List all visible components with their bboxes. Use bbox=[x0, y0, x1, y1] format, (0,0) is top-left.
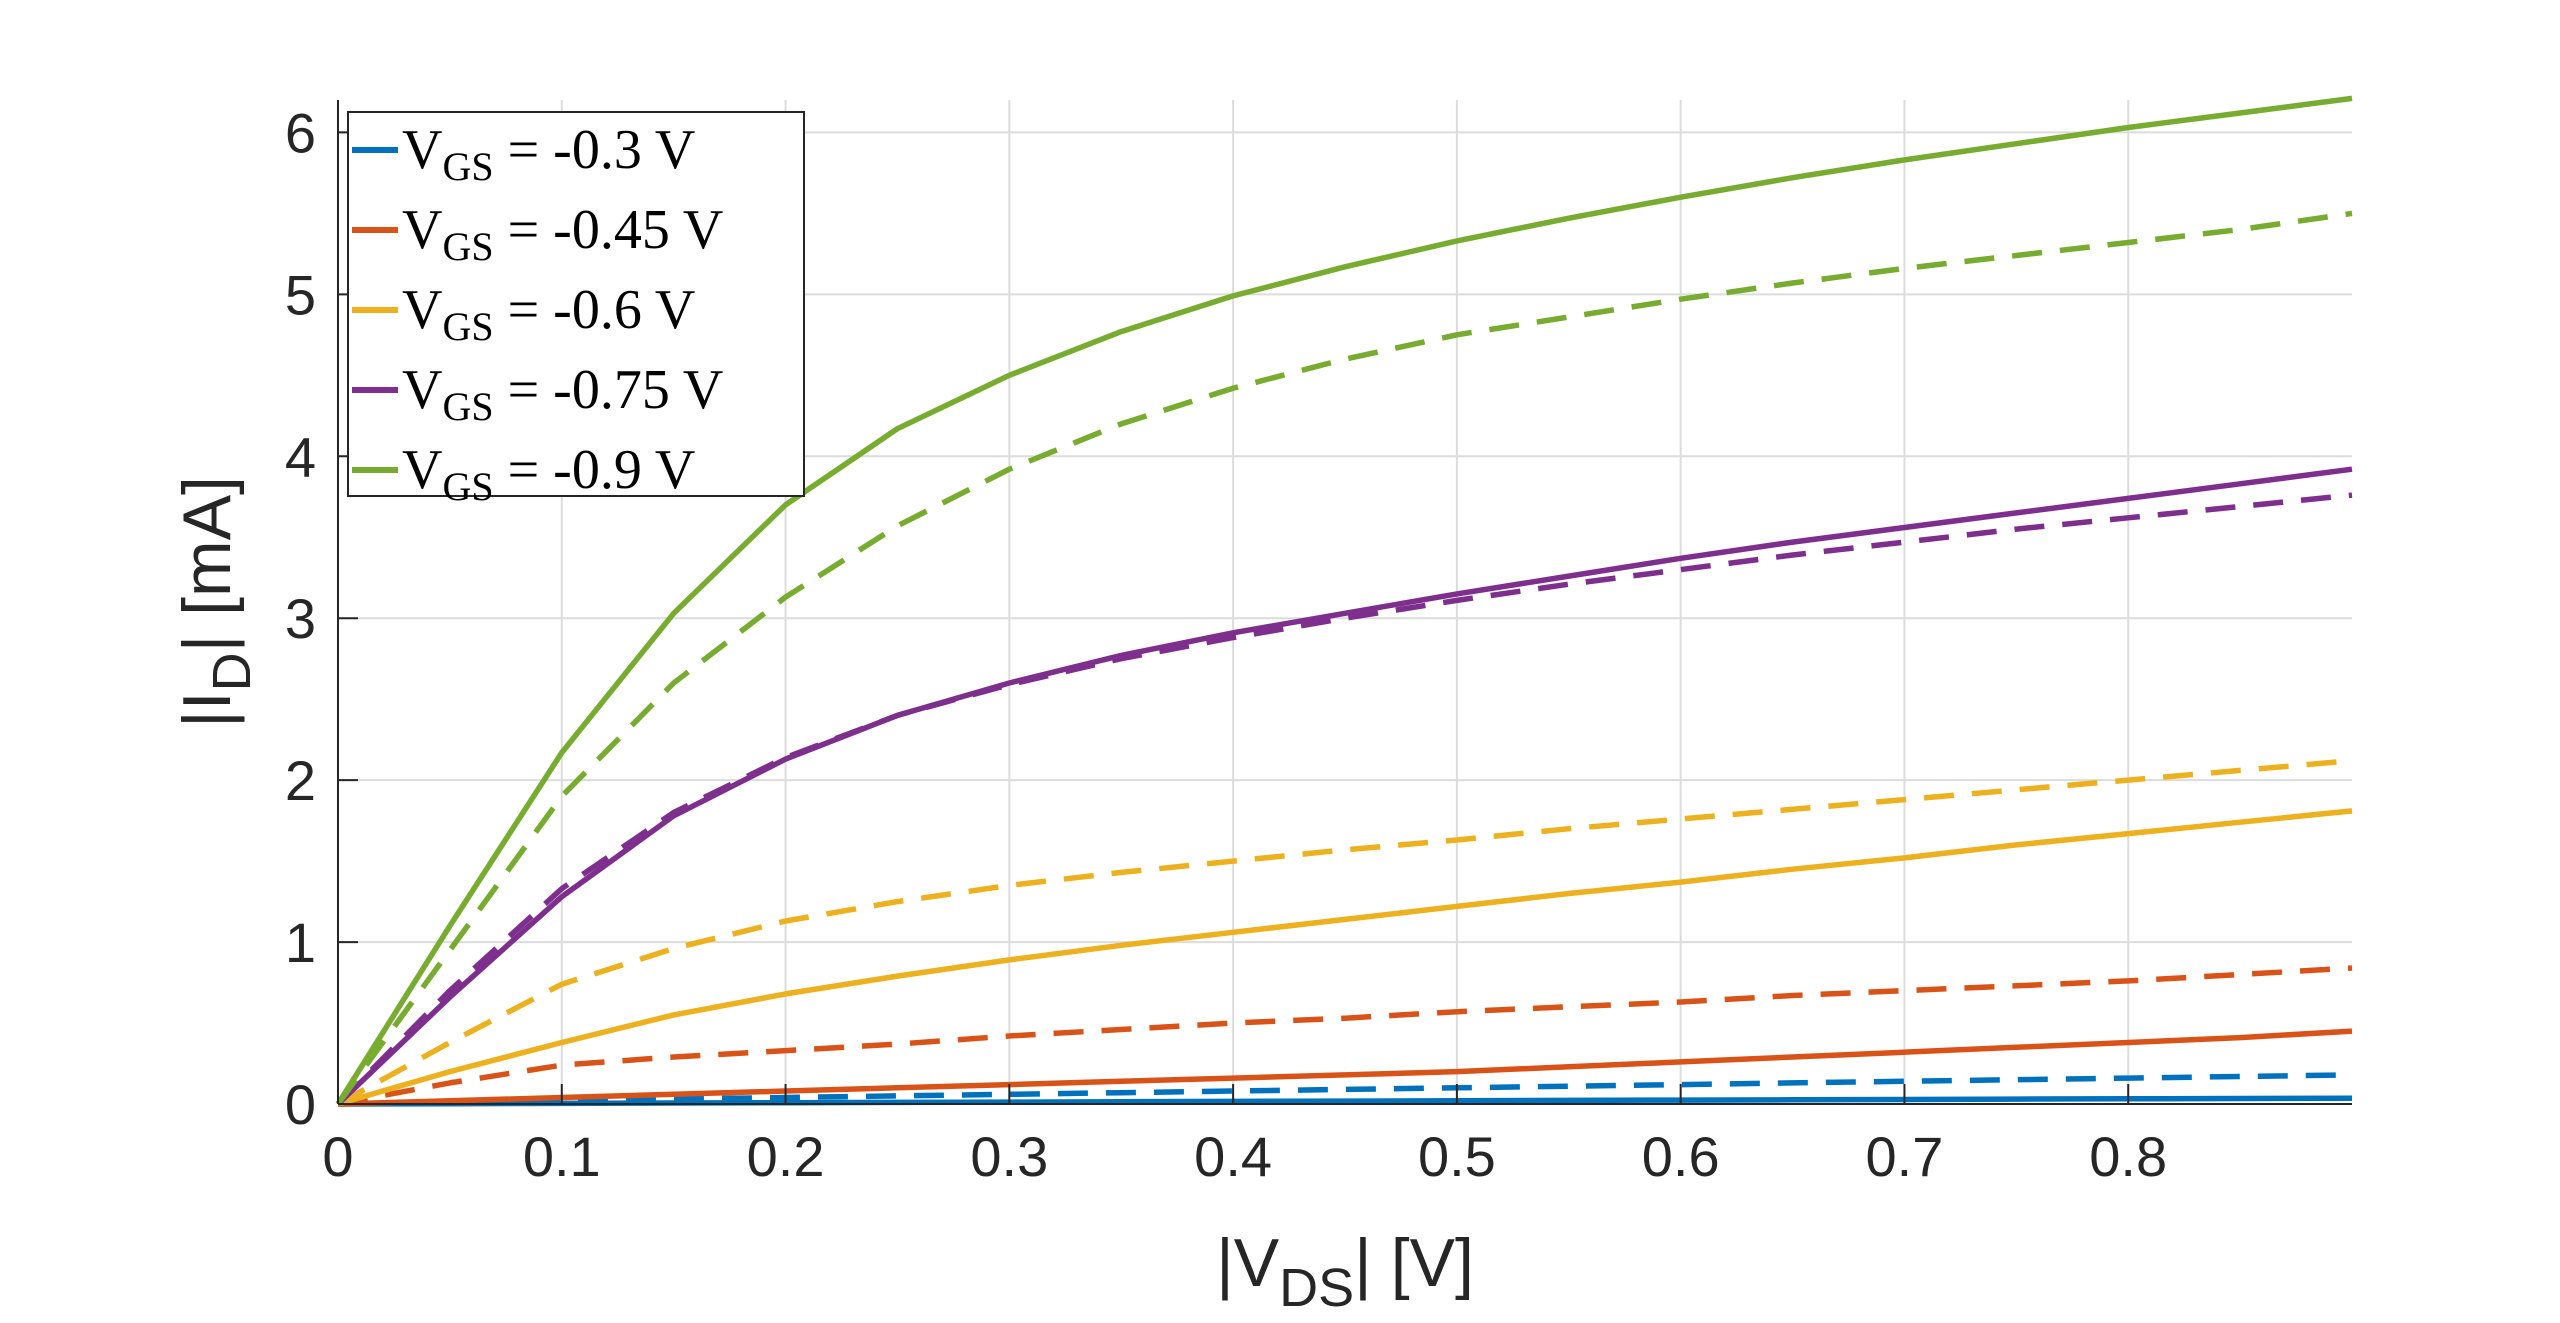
x-axis-label-main: |V bbox=[1216, 1225, 1280, 1301]
x-tick-label: 0.1 bbox=[523, 1125, 601, 1188]
legend-label-main: V bbox=[402, 199, 442, 261]
legend-label-sub: GS bbox=[442, 464, 493, 509]
y-axis-label: |ID| [mA] bbox=[169, 476, 262, 728]
legend-label-main: V bbox=[402, 439, 442, 501]
legend-label: VGS = -0.6 V bbox=[402, 279, 695, 349]
legend-label-sub: GS bbox=[442, 304, 493, 349]
legend-label: VGS = -0.75 V bbox=[402, 359, 723, 429]
x-tick-label: 0.6 bbox=[1642, 1125, 1720, 1188]
series-2-solid-line bbox=[337, 1028, 2353, 1107]
y-tick-label: 6 bbox=[285, 101, 316, 164]
legend-label-sub: GS bbox=[442, 224, 493, 269]
legend-label-main: V bbox=[402, 119, 442, 181]
x-axis-label-sub: DS bbox=[1279, 1258, 1354, 1318]
series-3-solid-line bbox=[337, 808, 2353, 1107]
legend-label-main: V bbox=[402, 359, 442, 421]
x-tick-label: 0.3 bbox=[970, 1125, 1048, 1188]
legend-label-main: V bbox=[402, 279, 442, 341]
tick-labels: 0 0.1 0.2 0.3 0.4 0.5 0.6 0.7 0.8 0 1 2 3 4 5 6 bbox=[285, 101, 2167, 1188]
legend-item-1: VGS = -0.3 V bbox=[352, 119, 695, 189]
legend-label-sub: GS bbox=[442, 384, 493, 429]
series-4-dashed-line bbox=[336, 492, 2353, 1106]
y-axis-label-sub: D bbox=[202, 652, 262, 691]
y-tick-label: 5 bbox=[285, 263, 316, 326]
x-axis-label-tail: | [V] bbox=[1354, 1225, 1474, 1301]
legend-label: VGS = -0.3 V bbox=[402, 119, 695, 189]
legend-box bbox=[347, 111, 805, 497]
y-tick-label: 0 bbox=[285, 1073, 316, 1136]
x-tick-label: 0.5 bbox=[1418, 1125, 1496, 1188]
series-5-solid-line bbox=[335, 95, 2353, 1106]
legend-item-4: VGS = -0.75 V bbox=[352, 359, 723, 429]
legend-label: VGS = -0.45 V bbox=[402, 199, 723, 269]
x-tick-label: 0.2 bbox=[747, 1125, 825, 1188]
y-axis-label-tail: | [mA] bbox=[169, 476, 245, 652]
y-tick-label: 2 bbox=[285, 749, 316, 812]
legend-item-2: VGS = -0.45 V bbox=[352, 199, 723, 269]
legend-item-3: VGS = -0.6 V bbox=[352, 279, 695, 349]
x-tick-label: 0.8 bbox=[2089, 1125, 2167, 1188]
y-axis-label-main: |I bbox=[169, 691, 245, 728]
y-tick-label: 3 bbox=[285, 587, 316, 650]
x-tick-label: 0.4 bbox=[1194, 1125, 1272, 1188]
series-5-dashed-line bbox=[335, 210, 2353, 1106]
series-2-dashed-line bbox=[337, 965, 2353, 1107]
x-tick-label: 0 bbox=[322, 1125, 353, 1188]
series-4-solid-line bbox=[336, 466, 2353, 1106]
legend-item-5: VGS = -0.9 V bbox=[352, 439, 695, 509]
legend-label-tail: = -0.9 V bbox=[494, 439, 696, 501]
legend-label-tail: = -0.45 V bbox=[494, 199, 724, 261]
x-axis-label: |VDS| [V] bbox=[1216, 1225, 1474, 1318]
legend-label: VGS = -0.9 V bbox=[402, 439, 695, 509]
legend-label-tail: = -0.75 V bbox=[494, 359, 724, 421]
legend-label-sub: GS bbox=[442, 144, 493, 189]
y-tick-label: 1 bbox=[285, 911, 316, 974]
y-tick-label: 4 bbox=[285, 425, 316, 488]
legend-label-tail: = -0.6 V bbox=[494, 279, 696, 341]
legend-label-tail: = -0.3 V bbox=[494, 119, 696, 181]
x-tick-label: 0.7 bbox=[1866, 1125, 1944, 1188]
